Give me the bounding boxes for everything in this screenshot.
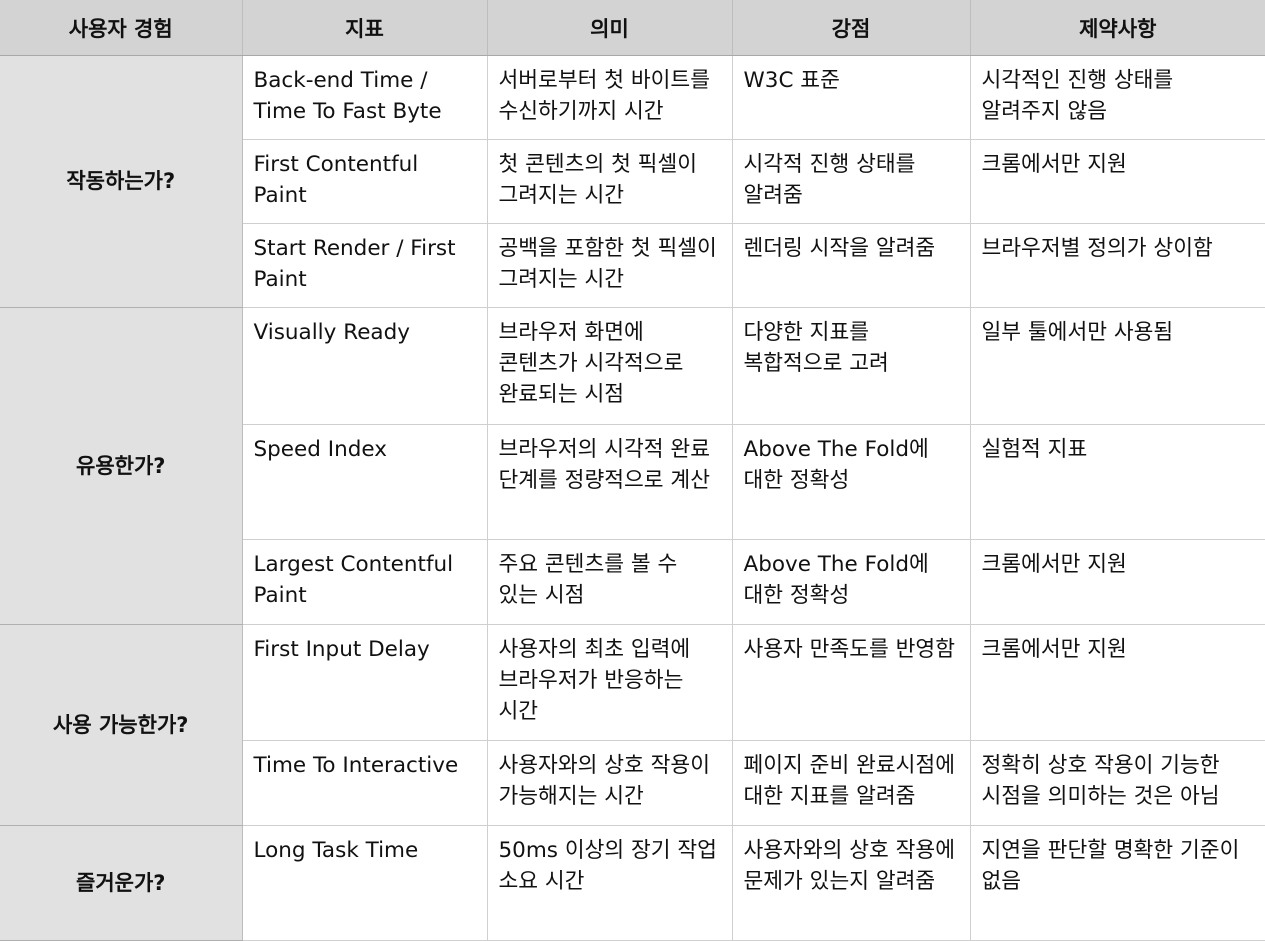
header-metric: 지표 [242, 0, 488, 56]
table-header-row: 사용자 경험 지표 의미 강점 제약사항 [0, 0, 1265, 56]
limitation-cell: 브라우저별 정의가 상이함 [970, 223, 1265, 308]
strength-cell: 시각적 진행 상태를 알려줌 [732, 139, 971, 224]
table-row: 유용한가? Visually Ready 브라우저 화면에 콘텐츠가 시각적으로… [0, 307, 1265, 625]
group-label-works: 작동하는가? [0, 55, 243, 308]
limitation-cell: 크롬에서만 지원 [970, 139, 1265, 224]
meaning-cell: 사용자와의 상호 작용이 가능해지는 시간 [487, 740, 733, 826]
metric-cell: First Contentful Paint [242, 139, 488, 224]
metric-cell: Start Render / First Paint [242, 223, 488, 308]
meaning-cell: 브라우저 화면에 콘텐츠가 시각적으로 완료되는 시점 [487, 307, 733, 425]
meaning-cell: 공백을 포함한 첫 픽셀이 그려지는 시간 [487, 223, 733, 308]
meaning-cell: 사용자의 최초 입력에 브라우저가 반응하는 시간 [487, 624, 733, 741]
strength-cell: 사용자 만족도를 반영함 [732, 624, 971, 741]
limitation-cell: 시각적인 진행 상태를 알려주지 않음 [970, 55, 1265, 140]
header-user-experience: 사용자 경험 [0, 0, 243, 56]
limitation-cell: 일부 툴에서만 사용됨 [970, 307, 1265, 425]
metric-cell: First Input Delay [242, 624, 488, 741]
table-row: 사용 가능한가? First Input Delay 사용자의 최초 입력에 브… [0, 624, 1265, 826]
group-label-useful: 유용한가? [0, 307, 243, 625]
metric-cell: Long Task Time [242, 825, 488, 941]
meaning-cell: 50ms 이상의 장기 작업 소요 시간 [487, 825, 733, 941]
metric-cell: Time To Interactive [242, 740, 488, 826]
limitation-cell: 크롬에서만 지원 [970, 624, 1265, 741]
group-label-usable: 사용 가능한가? [0, 624, 243, 826]
strength-cell: Above The Fold에 대한 정확성 [732, 539, 971, 625]
strength-cell: Above The Fold에 대한 정확성 [732, 424, 971, 540]
meaning-cell: 주요 콘텐츠를 볼 수 있는 시점 [487, 539, 733, 625]
strength-cell: 렌더링 시작을 알려줌 [732, 223, 971, 308]
limitation-cell: 크롬에서만 지원 [970, 539, 1265, 625]
table-row: 즐거운가? Long Task Time 50ms 이상의 장기 작업 소요 시… [0, 825, 1265, 941]
table-row: Time To Interactive 사용자와의 상호 작용이 가능해지는 시… [0, 740, 1265, 826]
strength-cell: W3C 표준 [732, 55, 971, 140]
limitation-cell: 정확히 상호 작용이 기능한 시점을 의미하는 것은 아님 [970, 740, 1265, 826]
header-meaning: 의미 [487, 0, 733, 56]
strength-cell: 페이지 준비 완료시점에 대한 지표를 알려줌 [732, 740, 971, 826]
meaning-cell: 첫 콘텐츠의 첫 픽셀이 그려지는 시간 [487, 139, 733, 224]
limitation-cell: 실험적 지표 [970, 424, 1265, 540]
header-strength: 강점 [732, 0, 971, 56]
metric-cell: Largest Contentful Paint [242, 539, 488, 625]
meaning-cell: 브라우저의 시각적 완료 단계를 정량적으로 계산 [487, 424, 733, 540]
strength-cell: 다양한 지표를 복합적으로 고려 [732, 307, 971, 425]
group-label-delightful: 즐거운가? [0, 825, 243, 941]
table-row: Start Render / First Paint 공백을 포함한 첫 픽셀이… [0, 223, 1265, 308]
metric-cell: Visually Ready [242, 307, 488, 425]
table-row: Largest Contentful Paint 주요 콘텐츠를 볼 수 있는 … [0, 539, 1265, 625]
table-row: Speed Index 브라우저의 시각적 완료 단계를 정량적으로 계산 Ab… [0, 424, 1265, 540]
table-row: 작동하는가? Back-end Time / Time To Fast Byte… [0, 55, 1265, 308]
table-row: First Contentful Paint 첫 콘텐츠의 첫 픽셀이 그려지는… [0, 139, 1265, 224]
metric-cell: Speed Index [242, 424, 488, 540]
metric-cell: Back-end Time / Time To Fast Byte [242, 55, 488, 140]
strength-cell: 사용자와의 상호 작용에 문제가 있는지 알려줌 [732, 825, 971, 941]
meaning-cell: 서버로부터 첫 바이트를 수신하기까지 시간 [487, 55, 733, 140]
header-limitation: 제약사항 [970, 0, 1265, 56]
limitation-cell: 지연을 판단할 명확한 기준이 없음 [970, 825, 1265, 941]
